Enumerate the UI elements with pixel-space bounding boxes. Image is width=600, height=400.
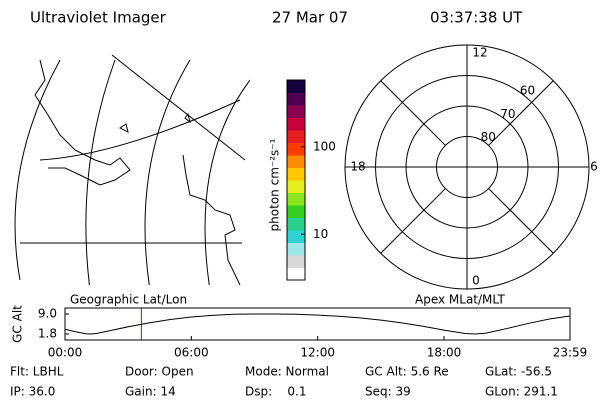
colorbar-cell bbox=[287, 192, 305, 206]
title: Ultraviolet Imager bbox=[30, 9, 167, 27]
mlt-label: 12 bbox=[472, 46, 487, 60]
map-grid bbox=[144, 59, 191, 285]
x-tick-label: 23:59 bbox=[553, 346, 588, 360]
ring-label: 80 bbox=[481, 130, 496, 144]
map-grid bbox=[85, 59, 116, 285]
status-field: Door: Open bbox=[125, 365, 194, 379]
polar-ring bbox=[375, 75, 559, 259]
coastline bbox=[34, 59, 131, 186]
map-grid bbox=[204, 79, 250, 285]
colorbar-label: photon cm⁻²s⁻¹ bbox=[268, 138, 282, 231]
status-field: GLon: 291.1 bbox=[485, 385, 558, 399]
mlt-label: 6 bbox=[590, 160, 598, 174]
polar-axis bbox=[488, 188, 554, 254]
colorbar-tick-label: 100 bbox=[313, 139, 336, 153]
mlt-label: 0 bbox=[472, 274, 480, 288]
status-field: Seq: 39 bbox=[365, 385, 411, 399]
colorbar-cell bbox=[287, 117, 305, 131]
ring-label: 70 bbox=[500, 107, 515, 121]
y-tick-label: 1.8 bbox=[38, 327, 57, 341]
polar-ring bbox=[436, 136, 498, 198]
colorbar-cell bbox=[287, 105, 305, 118]
colorbar-cell bbox=[287, 180, 305, 193]
colorbar-cell bbox=[287, 217, 305, 231]
polar-ring bbox=[405, 105, 529, 229]
polar-axis bbox=[380, 80, 446, 146]
colorbar-cell bbox=[287, 155, 305, 168]
status-field: GLat: -56.5 bbox=[485, 365, 552, 379]
y-tick-label: 9.0 bbox=[38, 307, 57, 321]
x-tick-label: 06:00 bbox=[174, 346, 209, 360]
colorbar-cell bbox=[287, 205, 305, 218]
status-field: Mode: Normal bbox=[245, 365, 329, 379]
coastline bbox=[182, 154, 241, 285]
map-grid bbox=[39, 99, 241, 161]
map bbox=[14, 54, 250, 285]
colorbar-cell bbox=[287, 142, 305, 156]
colorbar-cell bbox=[287, 242, 305, 256]
coastline bbox=[184, 112, 191, 124]
left-label: Geographic Lat/Lon bbox=[70, 293, 187, 307]
status-field: Dsp: 0.1 bbox=[245, 385, 307, 399]
right-label: Apex MLat/MLT bbox=[415, 293, 505, 307]
colorbar-cell bbox=[287, 255, 305, 268]
map-grid bbox=[14, 59, 61, 281]
map-grid bbox=[111, 54, 246, 161]
x-tick-label: 00:00 bbox=[48, 346, 83, 360]
colorbar-tick-label: 10 bbox=[313, 227, 328, 241]
mlt-label: 18 bbox=[350, 160, 365, 174]
coastline bbox=[119, 123, 129, 133]
x-tick-label: 12:00 bbox=[300, 346, 335, 360]
status-field: GC Alt: 5.6 Re bbox=[365, 365, 449, 379]
colorbar-cell bbox=[287, 80, 305, 93]
date: 27 Mar 07 bbox=[272, 9, 348, 27]
colorbar-cell bbox=[287, 92, 305, 106]
polar-axis bbox=[488, 80, 554, 146]
colorbar-cell bbox=[287, 167, 305, 181]
ring-label: 60 bbox=[520, 83, 535, 97]
x-tick-label: 18:00 bbox=[427, 346, 462, 360]
colorbar-cell bbox=[287, 130, 305, 143]
polar-axis bbox=[380, 188, 446, 254]
colorbar-frame bbox=[286, 79, 306, 281]
status-field: IP: 36.0 bbox=[10, 385, 55, 399]
time: 03:37:38 UT bbox=[430, 9, 523, 27]
status-field: Gain: 14 bbox=[125, 385, 176, 399]
y-axis-label: GC Alt bbox=[11, 305, 25, 343]
status-field: Flt: LBHL bbox=[10, 365, 64, 379]
altitude-line bbox=[64, 313, 571, 335]
colorbar-cell bbox=[287, 267, 305, 281]
colorbar-cell bbox=[287, 230, 305, 243]
